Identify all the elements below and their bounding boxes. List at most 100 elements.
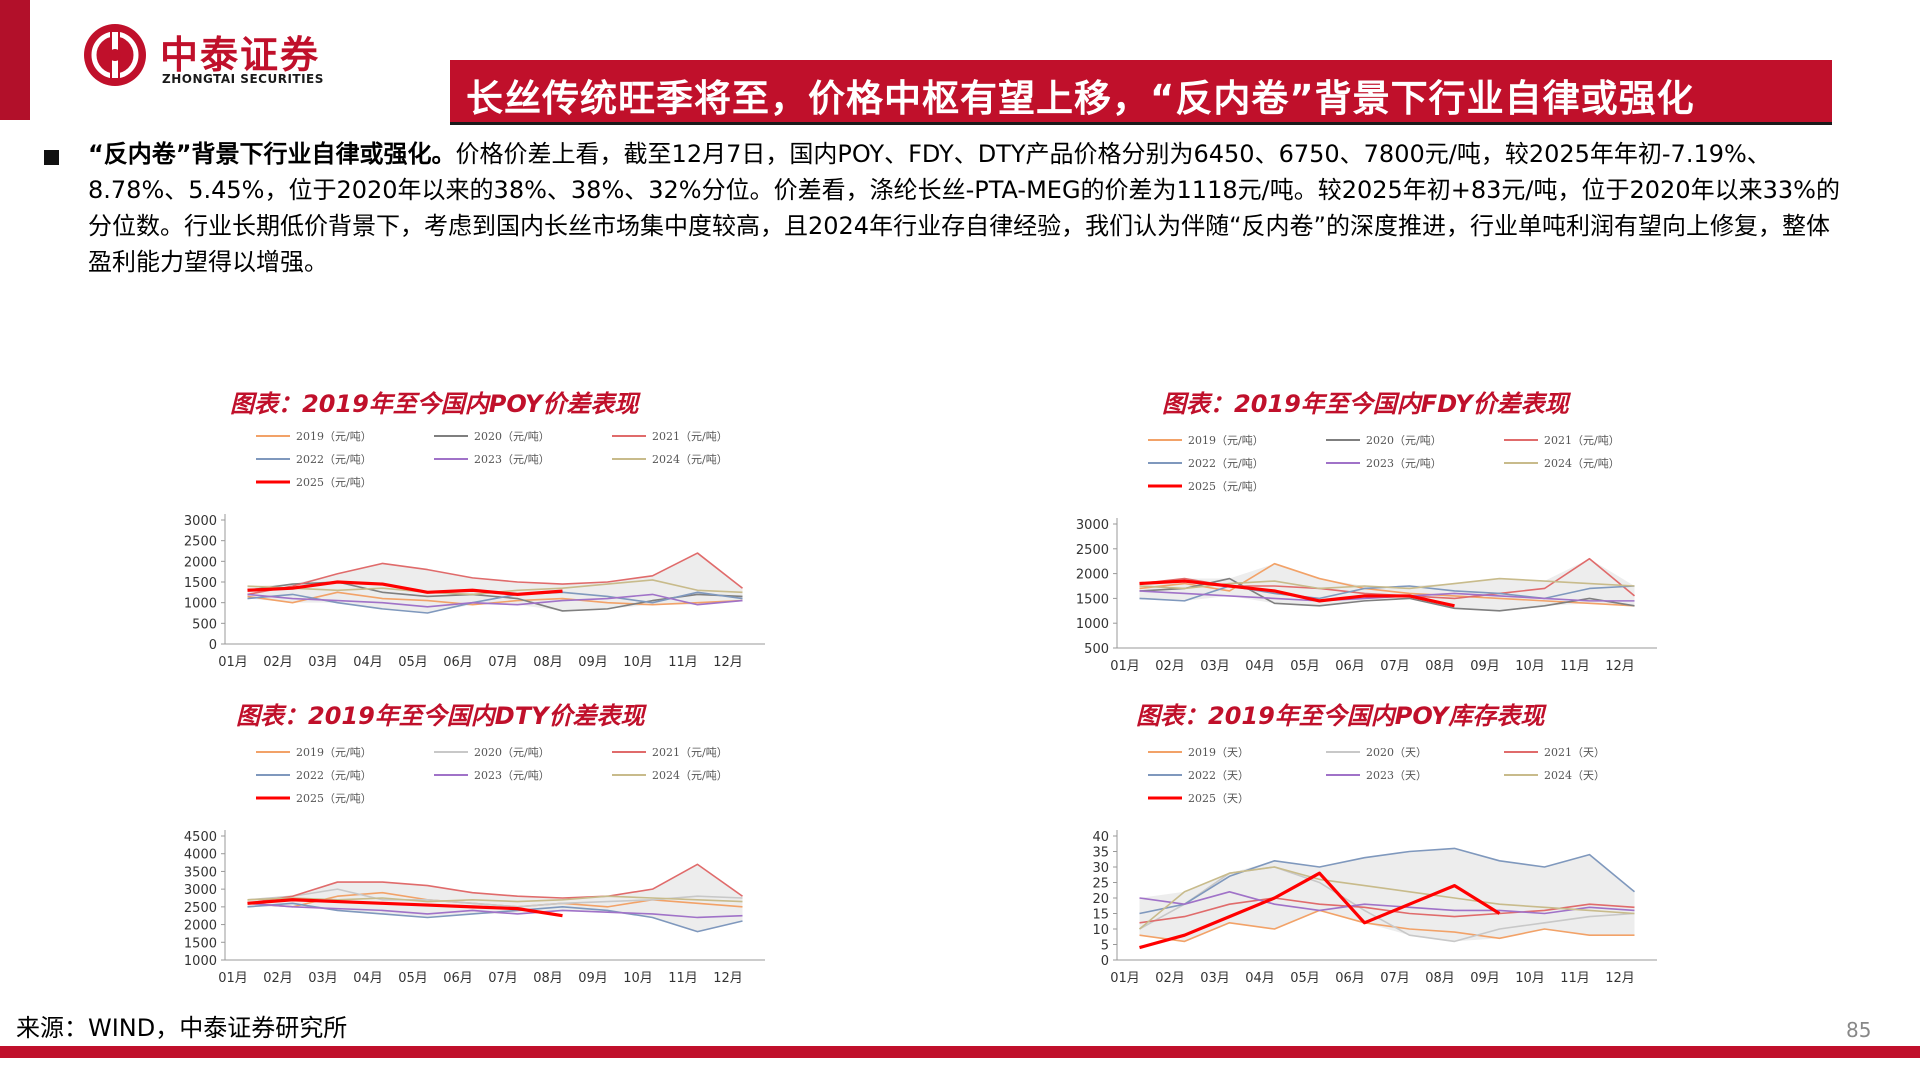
source-note: 来源：WIND，中泰证券研究所 [16,1014,348,1042]
legend-label-2-5: 2024（元/吨） [652,769,728,782]
legend-label-0-2: 2021（元/吨） [652,430,728,443]
paragraph-lead: “反内卷”背景下行业自律或强化。 [88,140,456,168]
x-tick-label-1-0: 01月 [1110,659,1140,674]
chart-title-dty-spread: 图表：2019年至今国内DTY价差表现 [236,702,645,730]
x-tick-label-1-9: 10月 [1515,659,1545,674]
x-tick-label-0-1: 02月 [263,655,293,670]
brand-name-en: ZHONGTAI SECURITIES [162,72,324,86]
x-tick-label-3-2: 03月 [1200,971,1230,986]
legend-label-0-6: 2025（元/吨） [296,476,372,489]
x-tick-label-0-6: 07月 [488,655,518,670]
y-tick-label-3-5: 25 [1092,877,1109,892]
chart-fdy-spread: 2019（元/吨） 2020（元/吨） 2021（元/吨） 2022（元/吨） 2023… [1076,434,1657,674]
x-tick-label-1-7: 08月 [1425,659,1455,674]
legend-label-0-4: 2023（元/吨） [474,453,550,466]
y-tick-label-1-0: 500 [1084,642,1109,657]
x-tick-label-1-1: 02月 [1155,659,1185,674]
x-tick-label-1-2: 03月 [1200,659,1230,674]
y-tick-label-2-5: 3500 [184,865,217,880]
x-tick-label-3-11: 12月 [1605,971,1635,986]
brand-logo: 中泰证券 ZHONGTAI SECURITIES [84,22,414,92]
chart-poy-inventory: 2019（天） 2020（天） 2021（天） 2022（天） 2023（天） 2024（… [1092,746,1657,986]
y-tick-label-2-1: 1500 [184,936,217,951]
legend-label-3-4: 2023（天） [1366,769,1427,782]
x-tick-label-3-5: 06月 [1335,971,1365,986]
y-tick-label-3-0: 0 [1101,954,1109,969]
series-line-0-4 [247,593,743,608]
y-tick-label-0-0: 0 [209,638,217,653]
series-line-0-0 [247,591,743,606]
legend-label-3-3: 2022（天） [1188,769,1249,782]
x-tick-label-3-9: 10月 [1515,971,1545,986]
x-tick-label-2-9: 10月 [623,971,653,986]
y-tick-label-0-1: 500 [192,617,217,632]
y-tick-label-2-7: 4500 [184,830,217,845]
x-tick-label-2-2: 03月 [308,971,338,986]
y-tick-label-1-5: 3000 [1076,518,1109,533]
y-tick-label-2-2: 2000 [184,919,217,934]
series-line-1-6 [1139,579,1455,608]
page-number: 85 [1846,1018,1872,1042]
legend-label-3-1: 2020（天） [1366,746,1427,759]
y-tick-label-1-3: 2000 [1076,568,1109,583]
x-tick-label-2-8: 09月 [578,971,608,986]
y-tick-label-1-4: 2500 [1076,543,1109,558]
legend-label-2-0: 2019（元/吨） [296,746,372,759]
legend-label-1-2: 2021（元/吨） [1544,434,1620,447]
series-line-2-2 [247,863,743,905]
x-tick-label-0-7: 08月 [533,655,563,670]
series-line-2-5 [247,895,743,903]
series-line-2-6 [247,898,563,918]
legend-label-1-6: 2025（元/吨） [1188,480,1264,493]
range-band-3 [1139,848,1635,942]
x-tick-label-3-0: 01月 [1110,971,1140,986]
x-tick-label-0-5: 06月 [443,655,473,670]
x-tick-label-3-7: 08月 [1425,971,1455,986]
x-tick-label-1-8: 09月 [1470,659,1500,674]
series-line-3-4 [1139,891,1635,915]
y-tick-label-2-6: 4000 [184,848,217,863]
x-tick-label-3-8: 09月 [1470,971,1500,986]
legend-label-0-1: 2020（元/吨） [474,430,550,443]
series-line-0-2 [247,552,743,596]
y-tick-label-2-0: 1000 [184,954,217,969]
x-tick-label-3-6: 07月 [1380,971,1410,986]
x-tick-label-2-4: 05月 [398,971,428,986]
series-line-1-0 [1139,562,1635,607]
brand-name-cn: 中泰证券 [160,33,321,77]
x-tick-label-3-10: 11月 [1560,971,1590,986]
y-tick-label-2-3: 2500 [184,901,217,916]
series-line-0-6 [247,580,563,596]
y-tick-label-1-1: 1000 [1076,617,1109,632]
x-tick-label-2-11: 12月 [713,971,743,986]
chart-poy-spread: 2019（元/吨） 2020（元/吨） 2021（元/吨） 2022（元/吨） 2023… [184,430,765,670]
legend-label-3-6: 2025（天） [1188,792,1249,805]
x-tick-label-0-2: 03月 [308,655,338,670]
legend-label-1-0: 2019（元/吨） [1188,434,1264,447]
x-tick-label-0-3: 04月 [353,655,383,670]
title-underline [450,122,1832,125]
legend-label-0-5: 2024（元/吨） [652,453,728,466]
y-tick-label-0-3: 1500 [184,576,217,591]
y-tick-label-0-5: 2500 [184,535,217,550]
x-tick-label-3-4: 05月 [1290,971,1320,986]
legend-label-2-3: 2022（元/吨） [296,769,372,782]
x-tick-label-0-4: 05月 [398,655,428,670]
series-line-1-1 [1139,577,1635,612]
series-line-3-3 [1139,847,1636,915]
legend-label-2-6: 2025（元/吨） [296,792,372,805]
body-paragraph: “反内卷”背景下行业自律或强化。价格价差上看，截至12月7日，国内POY、FDY… [88,136,1848,280]
legend-label-1-3: 2022（元/吨） [1188,457,1264,470]
x-tick-label-0-0: 01月 [218,655,248,670]
series-line-2-1 [247,888,743,908]
chart-title-fdy-spread: 图表：2019年至今国内FDY价差表现 [1162,390,1569,418]
series-line-2-4 [247,902,743,919]
x-tick-label-0-9: 10月 [623,655,653,670]
x-tick-label-2-7: 08月 [533,971,563,986]
x-tick-label-1-4: 05月 [1290,659,1320,674]
x-tick-label-3-3: 04月 [1245,971,1275,986]
x-tick-label-1-6: 07月 [1380,659,1410,674]
legend-label-0-3: 2022（元/吨） [296,453,372,466]
brand-emblem-icon [84,24,146,86]
y-tick-label-3-1: 5 [1101,939,1109,954]
